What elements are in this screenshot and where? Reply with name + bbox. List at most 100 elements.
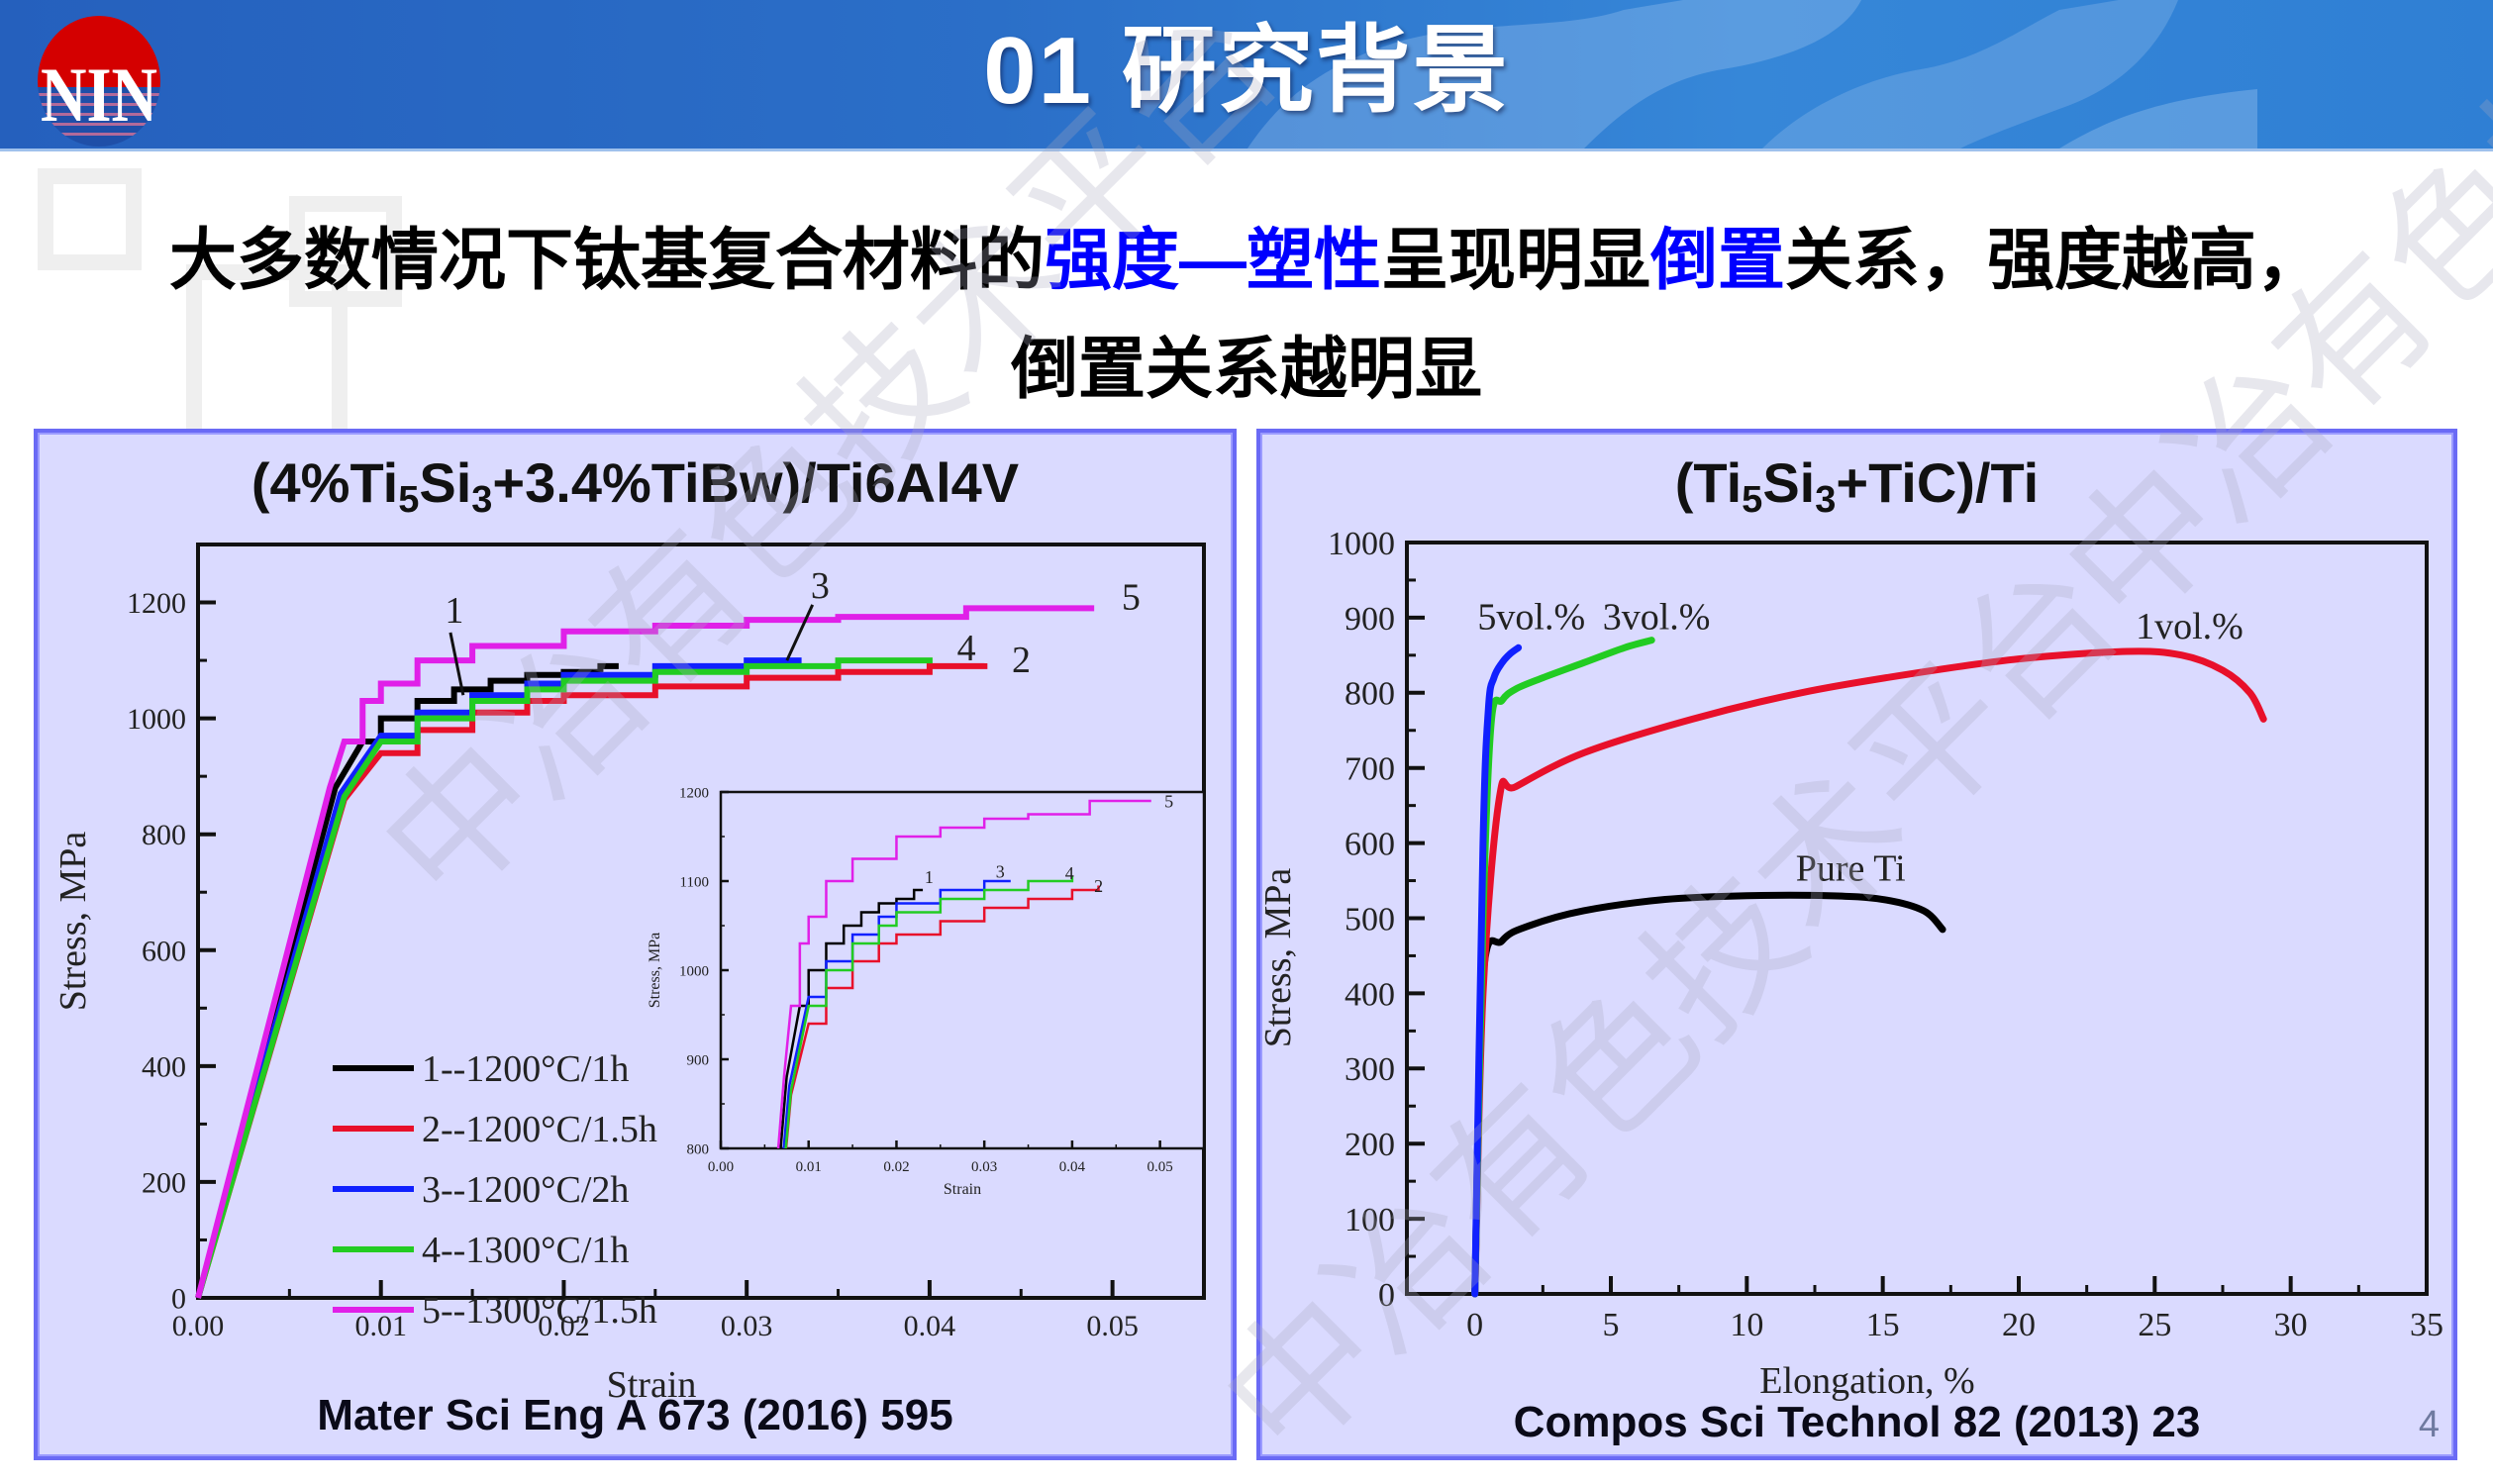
- x-tick-label: 5: [1603, 1307, 1620, 1343]
- y-tick-label: 1000: [679, 963, 709, 979]
- y-tick-label: 1200: [679, 785, 709, 801]
- nin-logo: NIN: [38, 16, 160, 147]
- inset-curve-label: 3: [996, 861, 1005, 881]
- curve-label: 1: [445, 590, 463, 632]
- curve-label: 1vol.%: [2136, 606, 2244, 647]
- y-tick-label: 600: [142, 935, 186, 967]
- x-tick-label: 0.01: [796, 1159, 822, 1175]
- y-tick-label: 900: [1345, 601, 1395, 638]
- series-line: [195, 662, 988, 1299]
- x-tick-label: 0.05: [1086, 1310, 1139, 1342]
- decorative-frame: [289, 196, 402, 307]
- x-tick-label: 0.02: [538, 1310, 590, 1342]
- inset-x-label: Strain: [944, 1181, 981, 1198]
- x-tick-label: 0.05: [1147, 1159, 1173, 1175]
- decorative-frame: [38, 168, 142, 270]
- y-tick-label: 1000: [1328, 532, 1395, 562]
- legend-label: 5--1300°C/1.5h: [422, 1290, 657, 1332]
- x-tick-label: 0.01: [354, 1310, 407, 1342]
- plot-frame: [719, 790, 1206, 1150]
- left-citation: Mater Sci Eng A 673 (2016) 595: [317, 1391, 953, 1439]
- y-tick-label: 700: [1345, 751, 1395, 788]
- x-tick-label: 0.00: [708, 1159, 734, 1175]
- y-tick-label: 400: [1345, 976, 1395, 1013]
- y-tick-label: 100: [1345, 1202, 1395, 1238]
- curve-label: 5vol.%: [1477, 596, 1585, 638]
- x-tick-label: 15: [1866, 1307, 1900, 1343]
- legend-label: 3--1200°C/2h: [422, 1169, 629, 1211]
- x-tick-label: 0.00: [172, 1310, 225, 1342]
- y-tick-label: 200: [142, 1166, 186, 1199]
- headline-text: 呈现明显: [1380, 223, 1650, 298]
- x-tick-label: 0.04: [1059, 1159, 1086, 1175]
- series-line: [1471, 647, 2267, 1298]
- y-tick-label: 1200: [127, 587, 186, 620]
- page-number: 4: [2418, 1404, 2440, 1445]
- stress-strain-chart-left: 0.00 0.01 0.02 0.03 0.04 0.05 0 200 400 600 800 100…: [52, 543, 1206, 1406]
- headline-line-2: 倒置关系越明显: [1010, 332, 1482, 407]
- left-chart-panel: (4%Ti5Si3+3.4%TiBw)/Ti6Al4V 0.00 0.01 0.02…: [34, 429, 1237, 1460]
- curve-label: 5: [1122, 577, 1141, 619]
- y-tick-label: 800: [687, 1141, 710, 1157]
- series-line: [1471, 891, 1946, 1298]
- y-tick-label: 0: [171, 1283, 186, 1316]
- y-tick-label: 800: [142, 819, 186, 851]
- y-tick-label: 200: [1345, 1127, 1395, 1163]
- curve-label: 4: [957, 628, 976, 669]
- inset-series-line: [776, 799, 1151, 1148]
- legend-label: 2--1200°C/1.5h: [422, 1109, 657, 1150]
- series-line: [195, 657, 933, 1299]
- right-chart-panel: (Ti5Si3+TiC)/Ti 0 5 10 15 20 25 30 35 0 100 200 300…: [1256, 429, 2457, 1460]
- y-tick-label: 900: [687, 1052, 710, 1068]
- curve-label: 3vol.%: [1603, 596, 1711, 638]
- x-tick-label: 0.03: [721, 1310, 773, 1342]
- inset-curve-label: 5: [1164, 791, 1173, 811]
- x-tick-label: 0: [1466, 1307, 1483, 1343]
- x-tick-label: 25: [2138, 1307, 2171, 1343]
- x-tick-label: 0.02: [883, 1159, 909, 1175]
- highlight-strength-plasticity: 强度—塑性: [1044, 223, 1381, 298]
- legend-label: 4--1300°C/1h: [422, 1230, 629, 1271]
- slide-header: NIN 01 研究背景: [0, 0, 2493, 151]
- x-tick-label: 0.04: [904, 1310, 956, 1342]
- y-tick-label: 500: [1345, 901, 1395, 938]
- inset-y-label: Stress, MPa: [647, 933, 663, 1008]
- legend-label: 1--1200°C/1h: [422, 1048, 629, 1090]
- page-title: 01 研究背景: [983, 18, 1510, 124]
- x-axis-label: Elongation, %: [1759, 1360, 1974, 1402]
- world-map-decoration: [1247, 0, 2257, 148]
- headline: 大多数情况下钛基复合材料的强度—塑性呈现明显倒置关系，强度越高， 倒置关系越明显: [0, 206, 2493, 424]
- inset-curve-label: 2: [1094, 876, 1103, 896]
- headline-line-1: 大多数情况下钛基复合材料的强度—塑性呈现明显倒置关系，强度越高，: [0, 206, 2493, 315]
- inset-series-line: [784, 876, 1074, 1148]
- headline-text: 关系，强度越高，: [1785, 223, 2325, 298]
- headline-text: 大多数情况下钛基复合材料的: [168, 223, 1045, 298]
- inset-chart: 0.00 0.01 0.02 0.03 0.04 0.058009001000110012…: [647, 785, 1206, 1198]
- curve-label: Pure Ti: [1796, 848, 1906, 890]
- x-tick-label: 20: [2002, 1307, 2036, 1343]
- x-axis-label: Strain: [607, 1364, 697, 1406]
- y-tick-label: 0: [1378, 1277, 1395, 1314]
- right-chart-title: (Ti5Si3+TiC)/Ti: [1674, 451, 2040, 521]
- highlight-inverse: 倒置: [1650, 223, 1786, 298]
- x-tick-label: 10: [1730, 1307, 1763, 1343]
- x-tick-label: 30: [2274, 1307, 2308, 1343]
- y-axis-label: Stress, MPa: [52, 832, 94, 1012]
- y-tick-label: 600: [1345, 827, 1395, 863]
- series-line: [195, 605, 1095, 1299]
- left-chart-title: (4%Ti5Si3+3.4%TiBw)/Ti6Al4V: [250, 451, 1020, 521]
- y-tick-label: 1100: [680, 874, 709, 890]
- y-tick-label: 300: [1345, 1051, 1395, 1088]
- stress-elongation-chart-right: 0 5 10 15 20 25 30 35 0 100 200 300 400 500 600 700 800 9…: [1260, 532, 2443, 1402]
- y-axis-label: Stress, MPa: [1260, 868, 1299, 1048]
- series-line: [1471, 643, 1523, 1298]
- y-tick-label: 800: [1345, 676, 1395, 713]
- curve-label: 3: [811, 565, 830, 607]
- inset-curve-label: 1: [925, 867, 934, 887]
- inset-curve-label: 4: [1065, 863, 1074, 883]
- x-tick-label: 35: [2410, 1307, 2443, 1343]
- right-citation: Compos Sci Technol 82 (2013) 23: [1513, 1398, 2201, 1446]
- y-tick-label: 1000: [127, 703, 186, 736]
- y-tick-label: 400: [142, 1050, 186, 1083]
- svg-text:NIN: NIN: [41, 51, 157, 138]
